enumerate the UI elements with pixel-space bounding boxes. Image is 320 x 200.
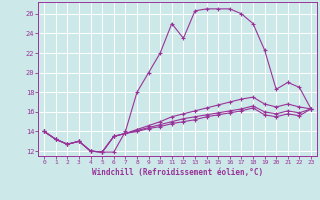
- X-axis label: Windchill (Refroidissement éolien,°C): Windchill (Refroidissement éolien,°C): [92, 168, 263, 177]
